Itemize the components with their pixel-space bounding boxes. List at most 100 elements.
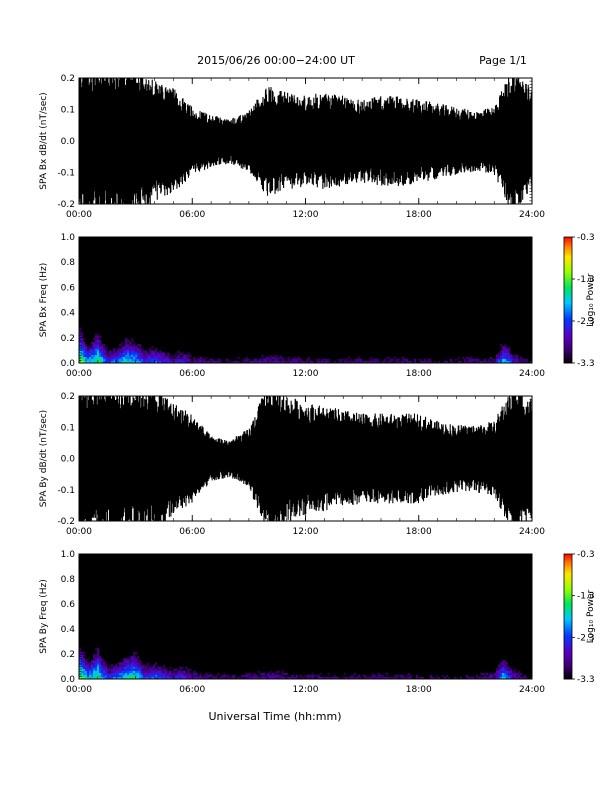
heatmap-cell	[153, 350, 156, 353]
heatmap-cell	[207, 674, 210, 678]
heatmap-cell	[107, 676, 110, 680]
heatmap-cell	[159, 676, 162, 680]
heatmap-cell	[103, 344, 106, 347]
heatmap-cell	[329, 676, 332, 680]
heatmap-cell	[129, 346, 132, 349]
heatmap-cell	[377, 676, 380, 680]
heatmap-cell	[455, 676, 459, 680]
heatmap-cell	[133, 658, 136, 661]
heatmap-cell	[131, 337, 134, 341]
heatmap-cells	[79, 327, 533, 364]
colorbar-label: Log₁₀ Power	[586, 590, 596, 644]
heatmap-cell	[299, 358, 302, 362]
heatmap-cell	[347, 360, 350, 364]
heatmap-cell	[161, 354, 164, 357]
heatmap-cell	[253, 360, 256, 364]
heatmap-cell	[155, 670, 158, 674]
heatmap-cell	[103, 358, 106, 362]
heatmap-cell	[181, 352, 184, 355]
heatmap-cell	[157, 360, 160, 364]
heatmap-cell	[307, 676, 310, 680]
heatmap-cell	[503, 352, 507, 355]
heatmap-cell	[125, 662, 128, 665]
heatmap-cell	[339, 358, 342, 362]
colorbar-step	[564, 314, 572, 318]
heatmap-cell	[99, 670, 102, 674]
heatmap-cell	[161, 352, 164, 355]
heatmap-cell	[173, 672, 176, 676]
heatmap-cell	[319, 360, 322, 364]
heatmap-cell	[429, 358, 433, 362]
colorbar-step	[564, 612, 572, 615]
heatmap-cell	[177, 360, 180, 364]
heatmap-cell	[79, 664, 82, 667]
heatmap-cell	[501, 346, 505, 349]
heatmap-cell	[217, 672, 220, 676]
heatmap-cell	[163, 676, 166, 680]
heatmap-cell	[163, 352, 166, 355]
heatmap-cell	[263, 676, 266, 680]
heatmap-cell	[121, 674, 124, 678]
heatmap-cell	[365, 360, 368, 364]
heatmap-cell	[113, 360, 116, 364]
heatmap-cell	[113, 348, 116, 351]
x-tick-label: 24:00	[519, 685, 545, 695]
heatmap-cell	[227, 360, 230, 364]
heatmap-cell	[505, 356, 509, 360]
heatmap-cell	[291, 360, 294, 364]
heatmap-cell	[505, 360, 509, 364]
heatmap-cell	[115, 676, 118, 680]
heatmap-cell	[185, 358, 188, 362]
heatmap-cell	[105, 674, 108, 678]
heatmap-cell	[347, 676, 350, 680]
y-tick-label: 0.1	[61, 106, 75, 116]
heatmap-cell	[79, 649, 82, 653]
heatmap-cell	[299, 674, 302, 678]
y-tick-label: 0.2	[61, 392, 75, 402]
heatmap-cell	[129, 358, 132, 362]
heatmap-cell	[235, 360, 238, 364]
heatmap-cell	[99, 339, 102, 343]
heatmap-cell	[109, 360, 112, 364]
heatmap-cell	[137, 354, 140, 357]
heatmap-cell	[95, 660, 98, 663]
colorbar-step	[564, 262, 572, 265]
heatmap-cell	[121, 346, 124, 349]
heatmap-cell	[319, 676, 322, 680]
heatmap-cell	[325, 358, 328, 362]
colorbar-frame	[563, 236, 573, 364]
heatmap-cell	[343, 360, 346, 364]
heatmap-cell	[81, 346, 84, 349]
heatmap-cell	[97, 360, 100, 364]
heatmap-cell	[161, 670, 164, 674]
heatmap-cell	[321, 358, 324, 362]
heatmap-cell	[107, 674, 110, 678]
heatmap-cell	[145, 354, 148, 357]
heatmap-cell	[161, 360, 164, 364]
heatmap-cell	[133, 346, 136, 349]
heatmap-cell	[147, 672, 150, 676]
heatmap-cell	[375, 358, 378, 362]
heatmap-cell	[353, 358, 356, 362]
heatmap-cell	[141, 672, 144, 676]
heatmap-cell	[253, 358, 256, 362]
heatmap-cell	[135, 672, 138, 676]
heatmap-cell	[505, 668, 509, 671]
heatmap-cell	[109, 676, 112, 680]
heatmap-cell	[397, 358, 400, 362]
heatmap-cell	[195, 676, 198, 680]
heatmap-cell	[203, 358, 206, 362]
x-tick-label: 24:00	[519, 210, 545, 220]
heatmap-cell	[175, 358, 178, 362]
heatmap-cell	[133, 354, 136, 357]
heatmap-cell	[113, 672, 116, 676]
heatmap-cell	[425, 360, 429, 364]
heatmap-cell	[193, 360, 196, 364]
colorbar-tick-label: -3.3	[577, 675, 595, 685]
heatmap-cell	[267, 674, 270, 678]
heatmap-cell	[497, 352, 501, 355]
heatmap-cell	[139, 664, 142, 667]
heatmap-cell	[169, 670, 172, 674]
heatmap-cell	[333, 674, 336, 678]
heatmap-cell	[99, 335, 102, 339]
